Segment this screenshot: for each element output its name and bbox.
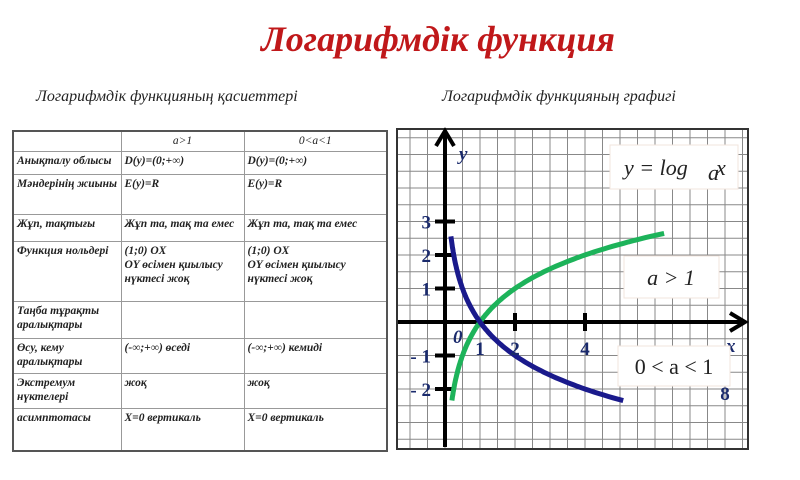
table-cell: Жұп та, тақ та емес bbox=[243, 213, 388, 242]
x-axis-arrow bbox=[728, 311, 749, 333]
axes bbox=[398, 127, 749, 447]
y-tick-label: 3 bbox=[422, 213, 432, 234]
legend-label-a-lt-1: 0 < a < 1 bbox=[635, 354, 714, 379]
table-cell: Экстремум нүктелері bbox=[12, 372, 122, 409]
table-cell: Анықталу облысы bbox=[12, 150, 122, 175]
legend-box-a-lt-1 bbox=[617, 345, 731, 387]
table-cell: D(y)=(0;+∞) bbox=[120, 150, 245, 175]
table-cell: D(y)=(0;+∞) bbox=[243, 150, 388, 175]
table-header: a>1 0<a<1 bbox=[12, 130, 388, 152]
graph-subtitle: Логарифмдік функцияның графигі bbox=[442, 88, 676, 105]
table-cell: Жұп, тақтығы bbox=[12, 213, 122, 242]
legend-label-a-gt-1: a > 1 bbox=[647, 265, 695, 290]
table-cell: асимптотасы bbox=[12, 407, 122, 452]
formula-box bbox=[609, 144, 739, 190]
formula-x: x bbox=[715, 155, 726, 180]
table-cell: Жұп та, тақ та емес bbox=[120, 213, 245, 242]
table-cell: X=0 вертикаль bbox=[243, 407, 388, 452]
properties-table: a>1 0<a<1 Анықталу облысы D(y)=(0;+∞) D(y)=(… bbox=[12, 130, 388, 452]
y-axis-arrow bbox=[434, 127, 456, 148]
origin-label: 0 bbox=[453, 327, 463, 348]
x-tick-label: 4 bbox=[580, 339, 590, 360]
y-tick-label: - 1 bbox=[410, 347, 431, 368]
table-cell bbox=[243, 300, 388, 339]
table-cell: жоқ bbox=[243, 372, 388, 409]
x-tick-label: 8 bbox=[720, 384, 730, 405]
curve-base-less-than-1 bbox=[448, 236, 624, 404]
legend-box-a-gt-1 bbox=[623, 255, 720, 299]
table-cell: E(y)=R bbox=[243, 173, 388, 215]
table-cell: (1;0) OX OY өсімен қиылысу нүктесі жоқ bbox=[120, 240, 245, 302]
formula-subscript: a bbox=[708, 160, 719, 185]
formula-label: y = log bbox=[622, 155, 688, 180]
table-row: Функция нольдері (1;0) OX OY өсімен қиылыс… bbox=[12, 240, 388, 302]
x-tick-label: 2 bbox=[510, 339, 520, 360]
table-cell: X=0 вертикаль bbox=[120, 407, 245, 452]
table-cell: (1;0) OX OY өсімен қиылысу нүктесі жоқ bbox=[243, 240, 388, 302]
table-row: Таңба тұрақты аралықтары bbox=[12, 300, 388, 339]
table-cell bbox=[120, 300, 245, 339]
table-cell: (-∞;+∞) кемиді bbox=[243, 337, 388, 374]
y-axis-label: y bbox=[457, 144, 468, 165]
table-cell: жоқ bbox=[120, 372, 245, 409]
table-cell: Таңба тұрақты аралықтары bbox=[12, 300, 122, 339]
x-tick-label: 1 bbox=[475, 339, 485, 360]
slide-title: Логарифмдік функция bbox=[261, 19, 615, 59]
table-row: Экстремум нүктелері жоқ жоқ bbox=[12, 372, 388, 409]
y-tick-label: 1 bbox=[422, 280, 432, 301]
y-tick-label: 2 bbox=[422, 246, 432, 267]
y-tick-label: - 2 bbox=[410, 380, 431, 401]
table-row: асимптотасы X=0 вертикаль X=0 вертикаль bbox=[12, 407, 388, 452]
table-row: Анықталу облысы D(y)=(0;+∞) D(y)=(0;+∞) bbox=[12, 150, 388, 175]
table-row: Жұп, тақтығы Жұп та, тақ та емес Жұп та, т… bbox=[12, 213, 388, 242]
table-subtitle: Логарифмдік функцияның қасиеттері bbox=[36, 88, 298, 105]
curve-base-greater-than-1 bbox=[449, 230, 665, 401]
